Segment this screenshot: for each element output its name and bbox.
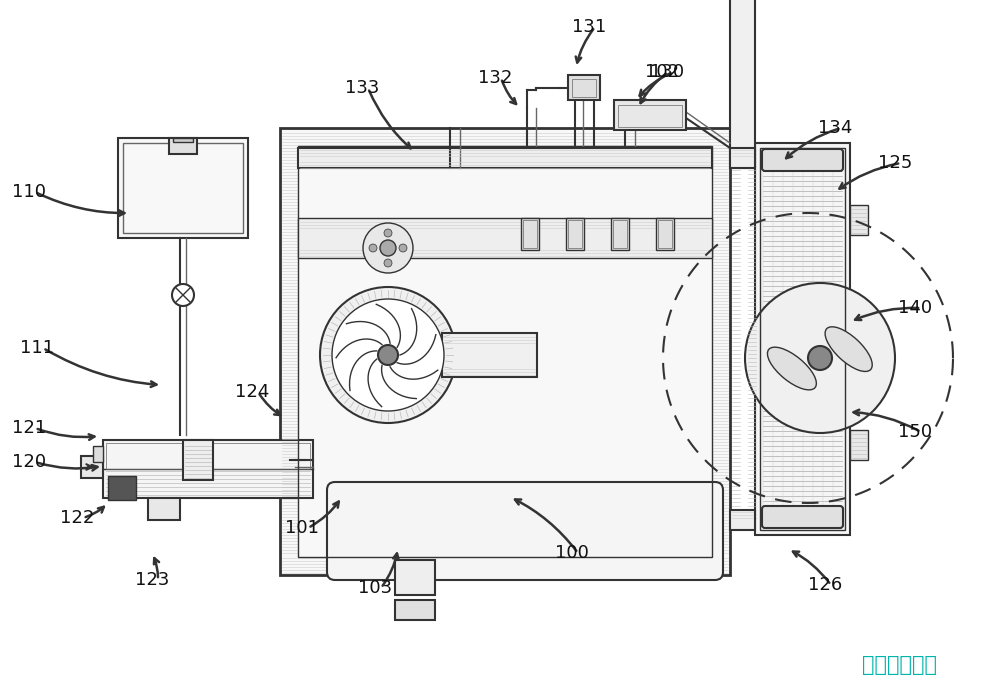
Bar [521, 218, 539, 250]
Text: 132: 132 [478, 69, 512, 87]
Bar [572, 79, 596, 97]
Text: 111: 111 [20, 339, 54, 357]
Text: 150: 150 [898, 423, 932, 441]
Circle shape [378, 345, 398, 365]
Bar [118, 138, 248, 238]
Bar [93, 446, 103, 462]
Text: 100: 100 [555, 544, 589, 562]
Bar [103, 440, 313, 498]
Bar [106, 443, 310, 469]
Bar [566, 218, 584, 250]
Bar [730, 0, 755, 168]
Bar [183, 440, 213, 480]
Circle shape [320, 287, 456, 423]
Text: 133: 133 [345, 79, 379, 97]
Circle shape [399, 244, 407, 252]
Bar [850, 205, 868, 235]
Bar [123, 143, 243, 233]
Bar [298, 218, 712, 258]
Text: 123: 123 [135, 571, 169, 589]
Text: 101: 101 [285, 519, 319, 537]
Bar [618, 105, 682, 127]
Bar [298, 146, 712, 557]
FancyBboxPatch shape [327, 482, 723, 580]
Circle shape [172, 284, 194, 306]
Circle shape [384, 229, 392, 237]
Bar [730, 510, 755, 530]
Text: 131: 131 [572, 18, 606, 36]
Bar [568, 220, 582, 248]
Bar [850, 430, 868, 460]
Bar [395, 600, 435, 620]
Text: 120: 120 [12, 453, 46, 471]
Text: 102: 102 [645, 63, 679, 81]
Text: 140: 140 [898, 299, 932, 317]
Text: 134: 134 [818, 119, 852, 137]
Circle shape [369, 244, 377, 252]
Bar [148, 498, 180, 520]
Bar [730, 148, 755, 168]
Bar [614, 100, 686, 130]
Bar [760, 148, 845, 530]
Bar [169, 138, 197, 154]
Text: 彩虹网址导航: 彩虹网址导航 [862, 655, 937, 675]
Ellipse shape [767, 347, 816, 390]
Text: 121: 121 [12, 419, 46, 437]
Bar [658, 220, 672, 248]
Bar [613, 220, 627, 248]
Circle shape [745, 283, 895, 433]
Text: 124: 124 [235, 383, 269, 401]
Text: 103: 103 [358, 579, 392, 597]
Bar [395, 560, 435, 595]
Circle shape [363, 223, 413, 273]
Bar [108, 476, 136, 500]
Bar [442, 333, 537, 377]
Bar [568, 75, 600, 100]
Bar [280, 128, 730, 575]
Bar [656, 218, 674, 250]
Circle shape [380, 240, 396, 256]
Text: 110: 110 [12, 183, 46, 201]
Text: 126: 126 [808, 576, 842, 594]
Text: 125: 125 [878, 154, 912, 172]
Bar [523, 220, 537, 248]
Bar [812, 350, 828, 366]
Bar [81, 456, 103, 478]
FancyBboxPatch shape [762, 149, 843, 171]
Circle shape [808, 346, 832, 370]
Bar [611, 218, 629, 250]
Text: 130: 130 [650, 63, 684, 81]
FancyBboxPatch shape [762, 506, 843, 528]
Ellipse shape [825, 327, 872, 371]
Text: 122: 122 [60, 509, 94, 527]
Bar [755, 143, 850, 535]
Circle shape [332, 299, 444, 411]
Bar [298, 148, 712, 168]
Circle shape [384, 259, 392, 267]
Bar [173, 138, 193, 142]
